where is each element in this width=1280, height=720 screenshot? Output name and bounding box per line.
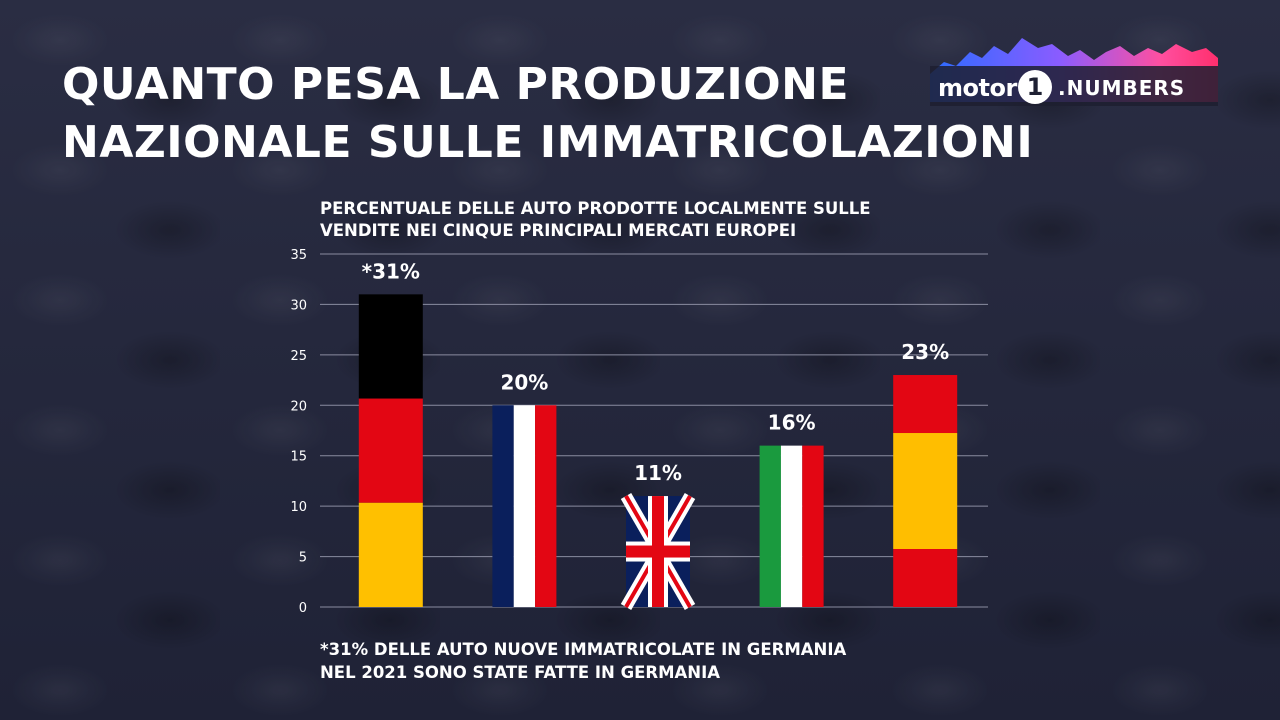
flag-stripe-red: [358, 398, 423, 503]
brand-logo: motor 1 .NUMBERS: [930, 36, 1218, 112]
flag-stripe-black: [358, 294, 423, 399]
flag-stripe-white: [780, 445, 803, 607]
subtitle-line-1: PERCENTUALE DELLE AUTO PRODOTTE LOCALMEN…: [320, 199, 871, 218]
bars-layer: [358, 294, 958, 610]
flag-stripe-blue: [492, 405, 514, 607]
y-axis-ticks: 0 5 10 15 20 25 30 35: [290, 248, 307, 616]
bar-value-label: 23%: [901, 340, 949, 364]
title-line-1: QUANTO PESA LA PRODUZIONE: [62, 59, 850, 110]
footnote-line-2: NEL 2021 SONO STATE FATTE IN GERMANIA: [320, 663, 721, 682]
y-tick-label: 35: [290, 248, 307, 263]
bar-value-label: 20%: [500, 370, 548, 394]
y-tick-label: 20: [290, 399, 307, 414]
flag-stripe-gold: [358, 502, 423, 607]
value-labels-layer: *31% 20% 11% 16% 23%: [362, 259, 950, 485]
bar-uk-flag: [620, 493, 696, 610]
flag-stripe-red: [535, 405, 557, 607]
y-tick-label: 30: [290, 298, 307, 313]
flag-stripe-white: [513, 405, 536, 607]
bar-value-label: 11%: [634, 461, 682, 485]
flag-stripe-yellow: [893, 433, 958, 550]
footnote: *31% DELLE AUTO NUOVE IMMATRICOLATE IN G…: [320, 638, 846, 684]
subtitle-line-2: VENDITE NEI CINQUE PRINCIPALI MERCATI EU…: [320, 221, 797, 240]
bar-germany-flag: [358, 294, 423, 607]
y-tick-label: 0: [299, 601, 307, 616]
bar-italy-flag: [759, 445, 824, 607]
flag-stripe-red: [893, 375, 958, 434]
y-tick-label: 10: [290, 500, 307, 515]
flag-stripe-red: [893, 549, 958, 607]
y-tick-label: 25: [290, 349, 307, 364]
title-line-2: NAZIONALE SULLE IMMATRICOLAZIONI: [62, 117, 1034, 168]
bar-france-flag: [492, 405, 557, 607]
page-title: QUANTO PESA LA PRODUZIONE NAZIONALE SULL…: [62, 56, 1033, 172]
logo-mountain-banner: [930, 38, 1218, 106]
flag-cross-red: [626, 545, 690, 558]
y-tick-label: 5: [299, 551, 307, 566]
bar-value-label: *31%: [362, 259, 420, 283]
logo-digit-one: 1: [1018, 70, 1052, 104]
y-tick-label: 15: [290, 450, 307, 465]
logo-word-numbers: .NUMBERS: [1058, 76, 1186, 100]
bar-spain-flag: [893, 375, 958, 607]
flag-stripe-red: [802, 445, 824, 607]
bar-value-label: 16%: [768, 411, 816, 435]
footnote-line-1: *31% DELLE AUTO NUOVE IMMATRICOLATE IN G…: [320, 640, 847, 659]
flag-stripe-green: [759, 445, 781, 607]
logo-word-motor: motor: [938, 74, 1017, 102]
chart-subtitle: PERCENTUALE DELLE AUTO PRODOTTE LOCALMEN…: [320, 198, 960, 242]
